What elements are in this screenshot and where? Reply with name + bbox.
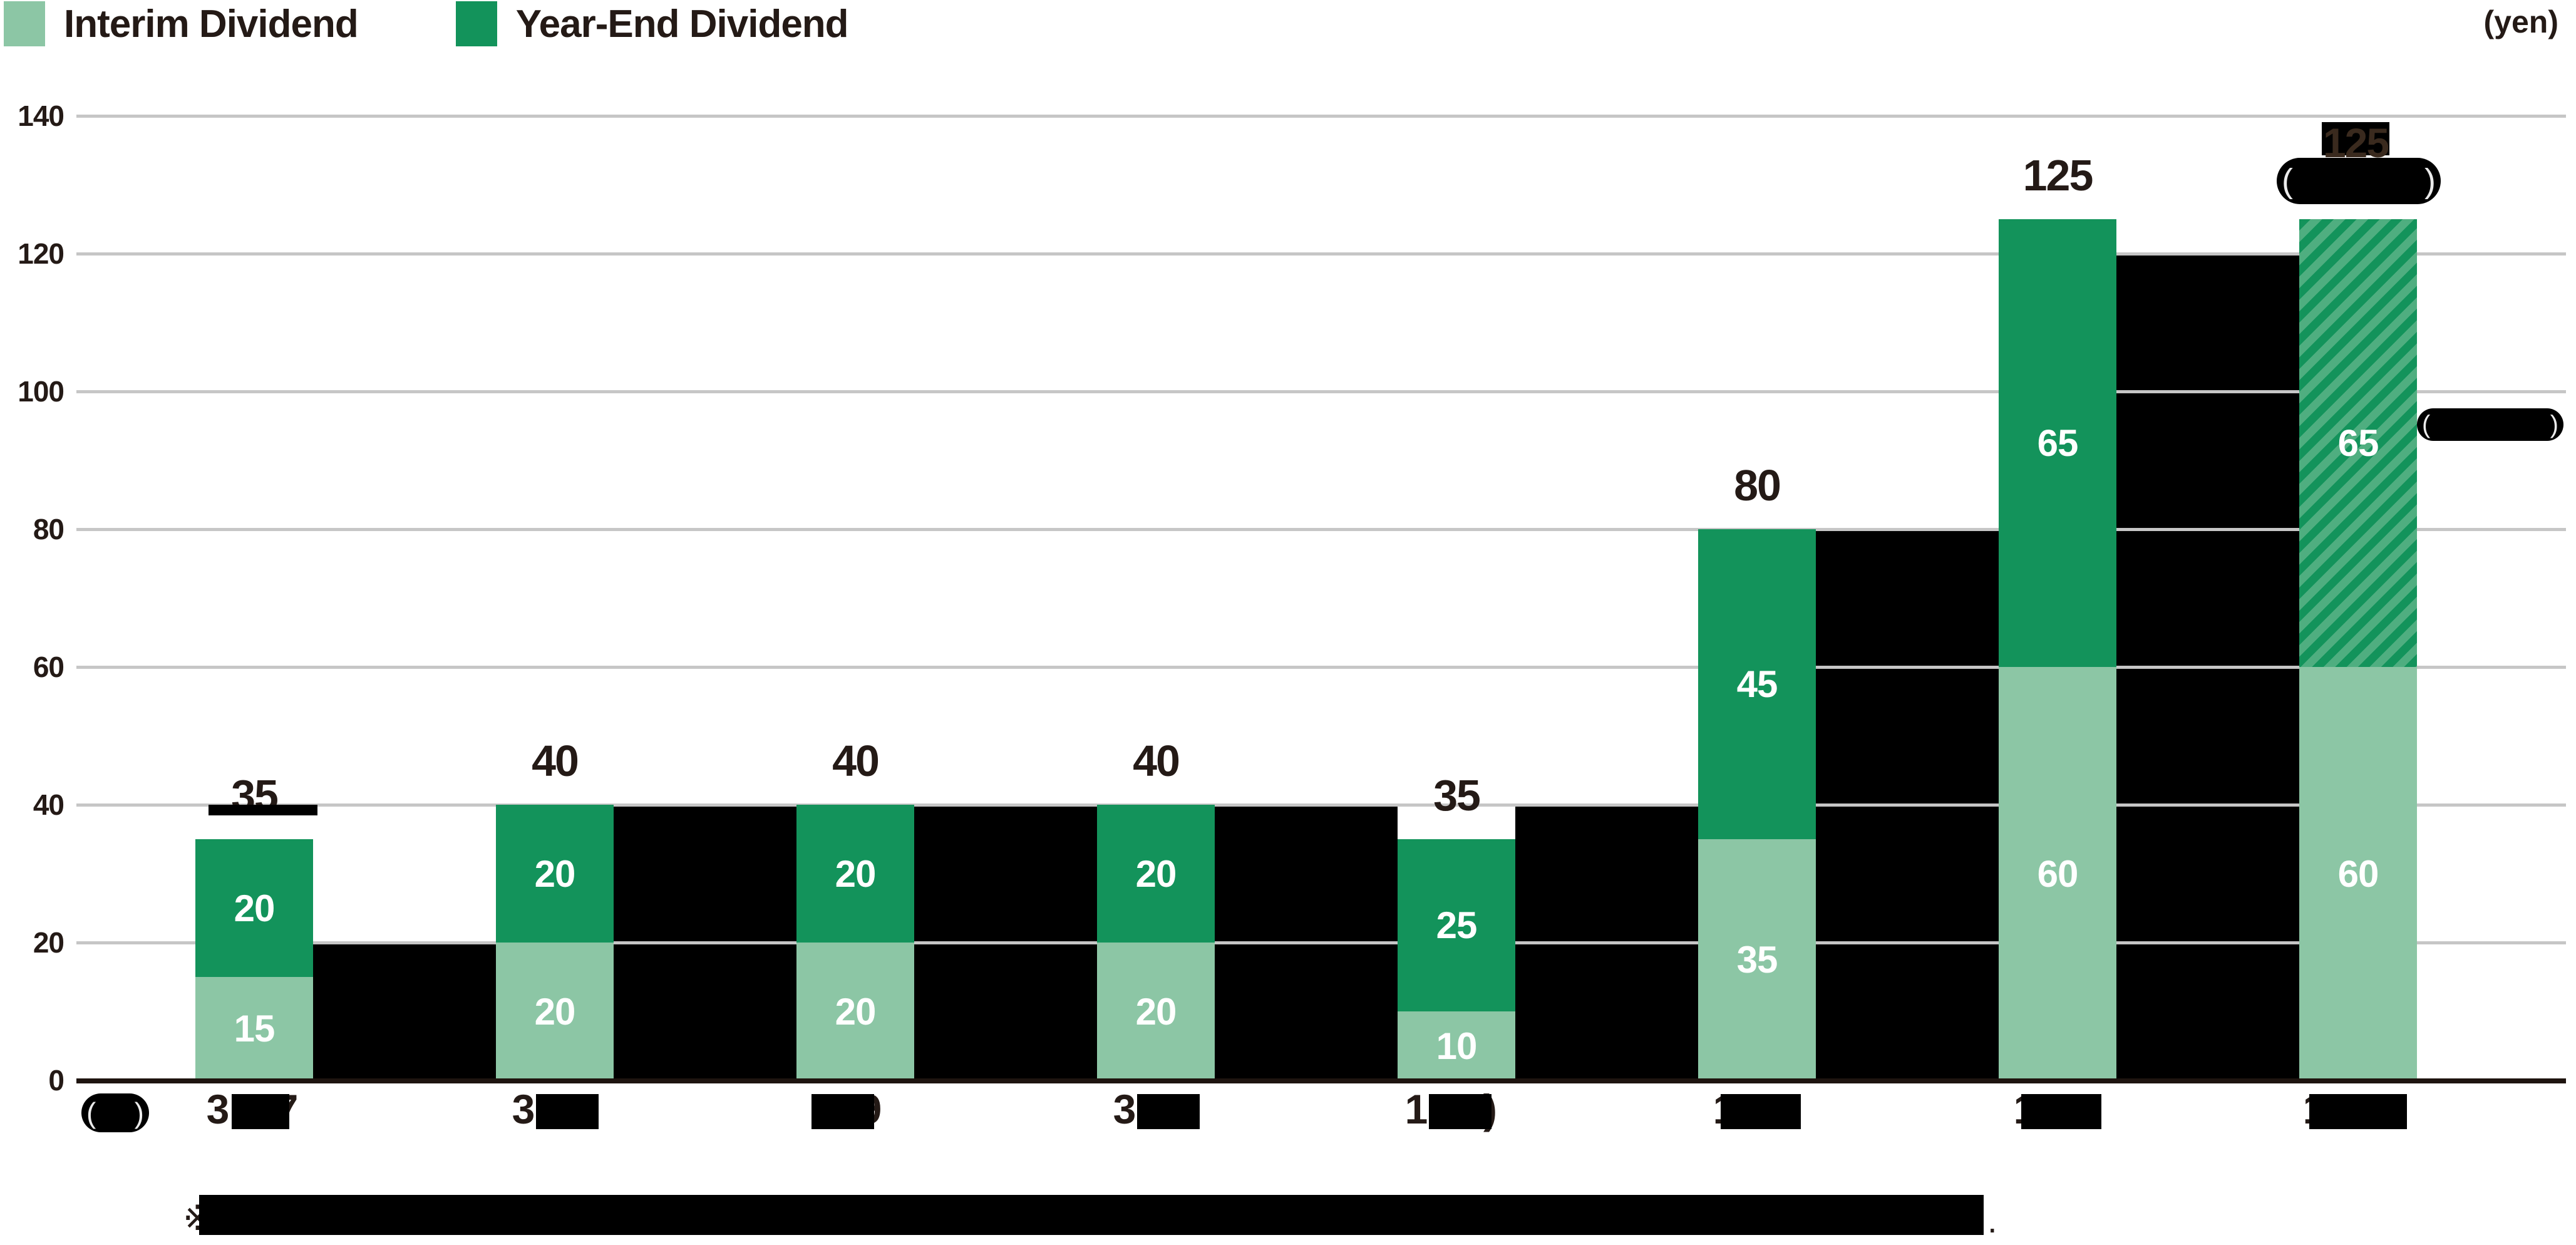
bar-segment-year-end-5: 45 [1698,529,1816,839]
bar-segment-year-end-2: 20 [796,805,914,943]
y-axis-tick-0: 0 [48,1064,64,1097]
bar-segment-interim-5: 35 [1698,839,1816,1080]
paren-sliver: ) [134,1097,144,1129]
redaction-x-label-1 [536,1094,599,1129]
year-end-dividend-swatch [455,1,497,46]
segment-value-interim-4: 10 [1436,1025,1478,1067]
redaction-strip-bar1 [209,805,317,815]
gridline-140 [76,115,2566,118]
segment-value-year-end-7: 65 [2337,422,2379,464]
redaction-x-label-6 [2021,1094,2101,1129]
redaction-pill-bar8: () [2277,158,2441,204]
redaction-box-bar8-label [2322,122,2389,155]
total-value-4: 35 [1433,771,1481,820]
redaction-x-label-3 [1137,1094,1200,1129]
footnote-period: . [1987,1201,1997,1240]
segment-value-year-end-1: 20 [534,852,576,895]
segment-value-year-end-0: 20 [234,887,276,929]
unit-label: (yen) [2483,4,2558,39]
bar-segment-year-end-4: 25 [1398,839,1515,1011]
y-axis-tick-120: 120 [18,237,64,270]
gridline-80 [76,528,2566,531]
y-axis-tick-20: 20 [33,926,64,959]
segment-value-year-end-2: 20 [835,852,877,895]
y-axis-tick-140: 140 [18,100,64,132]
gridline-120 [76,252,2566,256]
bar-segment-interim-2: 20 [796,943,914,1080]
paren-sliver: ( [2422,411,2431,438]
redaction-pill-origin: () [81,1093,149,1132]
segment-value-interim-6: 60 [2037,852,2079,895]
segment-value-interim-0: 15 [234,1008,276,1050]
total-value-2: 40 [832,736,880,785]
bar-segment-year-end-7: 65 [2299,219,2417,667]
redaction-x-label-5 [1721,1094,1801,1129]
segment-value-interim-5: 35 [1736,939,1778,981]
bar-segment-interim-1: 20 [496,943,614,1080]
x-tick-fragment-left-4: 1 [1404,1086,1428,1132]
x-tick-fragment-left-3: 3 [1113,1086,1136,1132]
redaction-x-label-4 [1429,1094,1492,1129]
segment-value-interim-7: 60 [2337,852,2379,895]
y-axis-tick-60: 60 [33,651,64,683]
bar-segment-year-end-6: 65 [1999,219,2116,667]
gridline-40 [76,803,2566,807]
total-value-3: 40 [1133,736,1180,785]
bar-segment-year-end-0: 20 [195,839,313,977]
bar-segment-interim-3: 20 [1097,943,1215,1080]
redaction-x-label-0 [232,1094,289,1129]
segment-value-interim-2: 20 [835,990,877,1033]
legend-label-year-end: Year-End Dividend [515,2,849,46]
segment-value-year-end-4: 25 [1436,904,1478,946]
bar-segment-year-end-3: 20 [1097,805,1215,943]
segment-value-year-end-5: 45 [1736,663,1778,705]
x-tick-fragment-left-1: 3 [512,1086,535,1132]
y-axis-tick-100: 100 [18,375,64,408]
redaction-gap-box [313,943,496,1083]
bar-segment-interim-4: 10 [1398,1011,1515,1080]
redaction-footnote-bar [199,1195,1984,1235]
redaction-x-label-7 [2309,1094,2407,1129]
redaction-x-label-2 [811,1094,874,1129]
gridline-20 [76,941,2566,944]
paren-sliver: ( [86,1097,96,1129]
gridline-60 [76,666,2566,669]
total-value-5: 80 [1734,461,1781,510]
y-axis-tick-40: 40 [33,788,64,821]
gridline-100 [76,390,2566,393]
bar-segment-year-end-1: 20 [496,805,614,943]
total-value-1: 40 [532,736,579,785]
legend: Interim Dividend Year-End Dividend [4,1,849,46]
total-value-7: 125 [2322,120,2389,166]
bar-segment-interim-6: 60 [1999,667,2116,1080]
paren-sliver: ) [2550,411,2558,438]
x-axis-line [76,1078,2566,1083]
segment-value-interim-3: 20 [1135,990,1177,1033]
bar-segment-interim-0: 15 [195,977,313,1080]
segment-value-year-end-6: 65 [2037,422,2079,464]
segment-value-year-end-3: 20 [1135,852,1177,895]
interim-dividend-swatch [4,1,45,46]
paren-sliver: ) [2424,162,2436,200]
y-axis-tick-80: 80 [33,513,64,545]
bar-segment-interim-7: 60 [2299,667,2417,1080]
total-value-6: 125 [2022,151,2094,200]
x-tick-fragment-left-0: 3 [206,1086,230,1132]
redaction-pill-right: () [2417,408,2563,441]
segment-value-interim-1: 20 [534,990,576,1033]
paren-sliver: ( [2282,162,2293,200]
legend-label-interim: Interim Dividend [64,2,359,46]
